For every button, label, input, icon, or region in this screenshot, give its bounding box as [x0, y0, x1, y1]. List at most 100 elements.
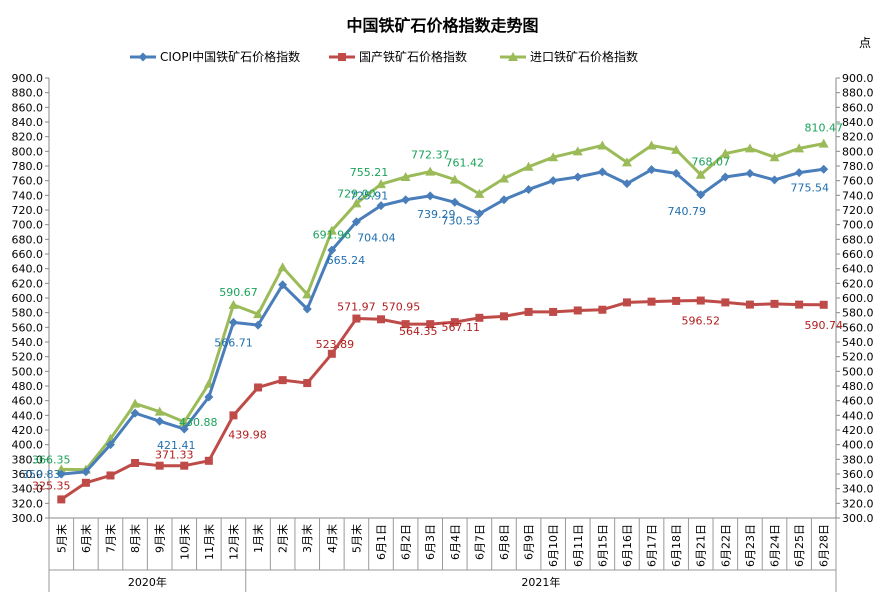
- data-point-1: [57, 495, 66, 504]
- y-tick-label-left: 740.0: [12, 189, 44, 202]
- y-tick-label-left: 720.0: [12, 204, 44, 217]
- y-tick-label-left: 780.0: [12, 160, 44, 173]
- data-label-2: 590.67: [219, 286, 258, 299]
- y-tick-label-right: 800.0: [842, 145, 874, 158]
- y-tick-label-left: 360.0: [12, 468, 44, 481]
- x-tick-label: 5月末: [54, 524, 68, 553]
- data-point-2: [154, 406, 165, 416]
- data-point-2: [277, 262, 288, 272]
- data-point-0: [81, 467, 91, 477]
- data-point-1: [499, 312, 508, 321]
- data-point-0: [548, 176, 558, 186]
- data-point-2: [818, 138, 829, 148]
- legend-marker-1: [338, 53, 346, 61]
- data-point-0: [720, 172, 730, 182]
- data-point-2: [671, 144, 682, 154]
- y-tick-label-left: 440.0: [12, 409, 44, 422]
- data-point-0: [278, 280, 288, 290]
- data-label-1: 564.35: [399, 325, 438, 338]
- data-point-1: [795, 300, 804, 309]
- y-tick-label-left: 340.0: [12, 483, 44, 496]
- series-line-0: [61, 167, 824, 476]
- data-label-2: 755.21: [350, 166, 389, 179]
- data-point-0: [671, 168, 681, 178]
- data-point-0: [401, 195, 411, 205]
- data-point-1: [450, 318, 459, 327]
- x-tick-label: 6月28日: [818, 524, 831, 567]
- data-point-1: [352, 314, 361, 323]
- data-point-2: [769, 152, 780, 162]
- data-point-0: [228, 317, 238, 327]
- y-tick-label-right: 340.0: [842, 483, 874, 496]
- data-point-2: [449, 174, 460, 184]
- data-point-2: [130, 398, 141, 408]
- x-tick-label: 6月24日: [769, 524, 782, 567]
- data-point-1: [106, 471, 115, 480]
- data-point-2: [228, 299, 239, 309]
- data-point-1: [327, 349, 336, 358]
- data-point-0: [56, 469, 66, 479]
- y-tick-label-left: 400.0: [12, 439, 44, 452]
- y-tick-label-left: 660.0: [12, 248, 44, 261]
- data-point-0: [376, 201, 386, 211]
- y-tick-label-left: 520.0: [12, 351, 44, 364]
- data-point-2: [498, 173, 509, 183]
- data-point-0: [204, 392, 214, 402]
- data-label-1: 371.33: [155, 449, 194, 462]
- y-tick-label-left: 460.0: [12, 395, 44, 408]
- x-tick-label: 6月8日: [498, 524, 511, 560]
- data-label-2: 430.88: [179, 416, 218, 429]
- y-tick-label-left: 700.0: [12, 219, 44, 232]
- y-tick-label-left: 480.0: [12, 380, 44, 393]
- y-tick-label-right: 360.0: [842, 468, 874, 481]
- data-point-2: [302, 289, 313, 299]
- data-label-2: 768.07: [691, 156, 730, 169]
- data-point-0: [327, 245, 337, 255]
- data-label-1: 325.35: [32, 479, 71, 492]
- data-point-1: [254, 383, 263, 392]
- y-tick-label-left: 760.0: [12, 175, 44, 188]
- data-point-1: [598, 305, 607, 314]
- x-tick-label: 10月末: [177, 524, 191, 560]
- x-tick-label: 6月2日: [400, 524, 413, 560]
- data-point-1: [229, 411, 238, 420]
- y-tick-label-right: 520.0: [842, 351, 874, 364]
- legend-label-2: 进口铁矿石价格指数: [530, 49, 638, 64]
- x-tick-label: 6月22日: [719, 524, 732, 567]
- data-label-1: 570.95: [382, 300, 421, 313]
- data-point-0: [597, 167, 607, 177]
- data-label-1: 590.74: [804, 319, 843, 332]
- data-point-1: [672, 296, 681, 305]
- data-point-0: [450, 197, 460, 207]
- y-tick-label-left: 320.0: [12, 497, 44, 510]
- data-point-2: [720, 148, 731, 158]
- data-point-0: [524, 184, 534, 194]
- y-tick-label-right: 860.0: [842, 101, 874, 114]
- y-tick-label-right: 760.0: [842, 175, 874, 188]
- x-tick-label: 6月21日: [695, 524, 708, 567]
- data-point-1: [426, 320, 435, 329]
- y-tick-label-right: 600.0: [842, 292, 874, 305]
- data-point-2: [474, 188, 485, 198]
- y-tick-label-left: 420.0: [12, 424, 44, 437]
- y-tick-label-left: 820.0: [12, 131, 44, 144]
- legend-label-1: 国产铁矿石价格指数: [359, 49, 467, 64]
- data-point-2: [548, 152, 559, 162]
- data-point-0: [105, 440, 115, 450]
- y-tick-label-right: 680.0: [842, 233, 874, 246]
- x-tick-label: 11月末: [202, 524, 216, 560]
- data-point-2: [646, 140, 657, 150]
- data-point-0: [499, 195, 509, 205]
- data-label-2: 729.00: [337, 187, 376, 200]
- data-point-2: [523, 161, 534, 171]
- y-tick-label-right: 900.0: [842, 72, 874, 85]
- x-tick-label: 6月15日: [596, 524, 609, 567]
- y-tick-label-right: 700.0: [842, 219, 874, 232]
- data-point-0: [302, 304, 312, 314]
- data-point-0: [130, 408, 140, 418]
- year-group-label: 2021年: [521, 575, 560, 589]
- data-point-2: [794, 143, 805, 153]
- data-label-0: 725.91: [350, 190, 389, 203]
- y-tick-label-right: 320.0: [842, 497, 874, 510]
